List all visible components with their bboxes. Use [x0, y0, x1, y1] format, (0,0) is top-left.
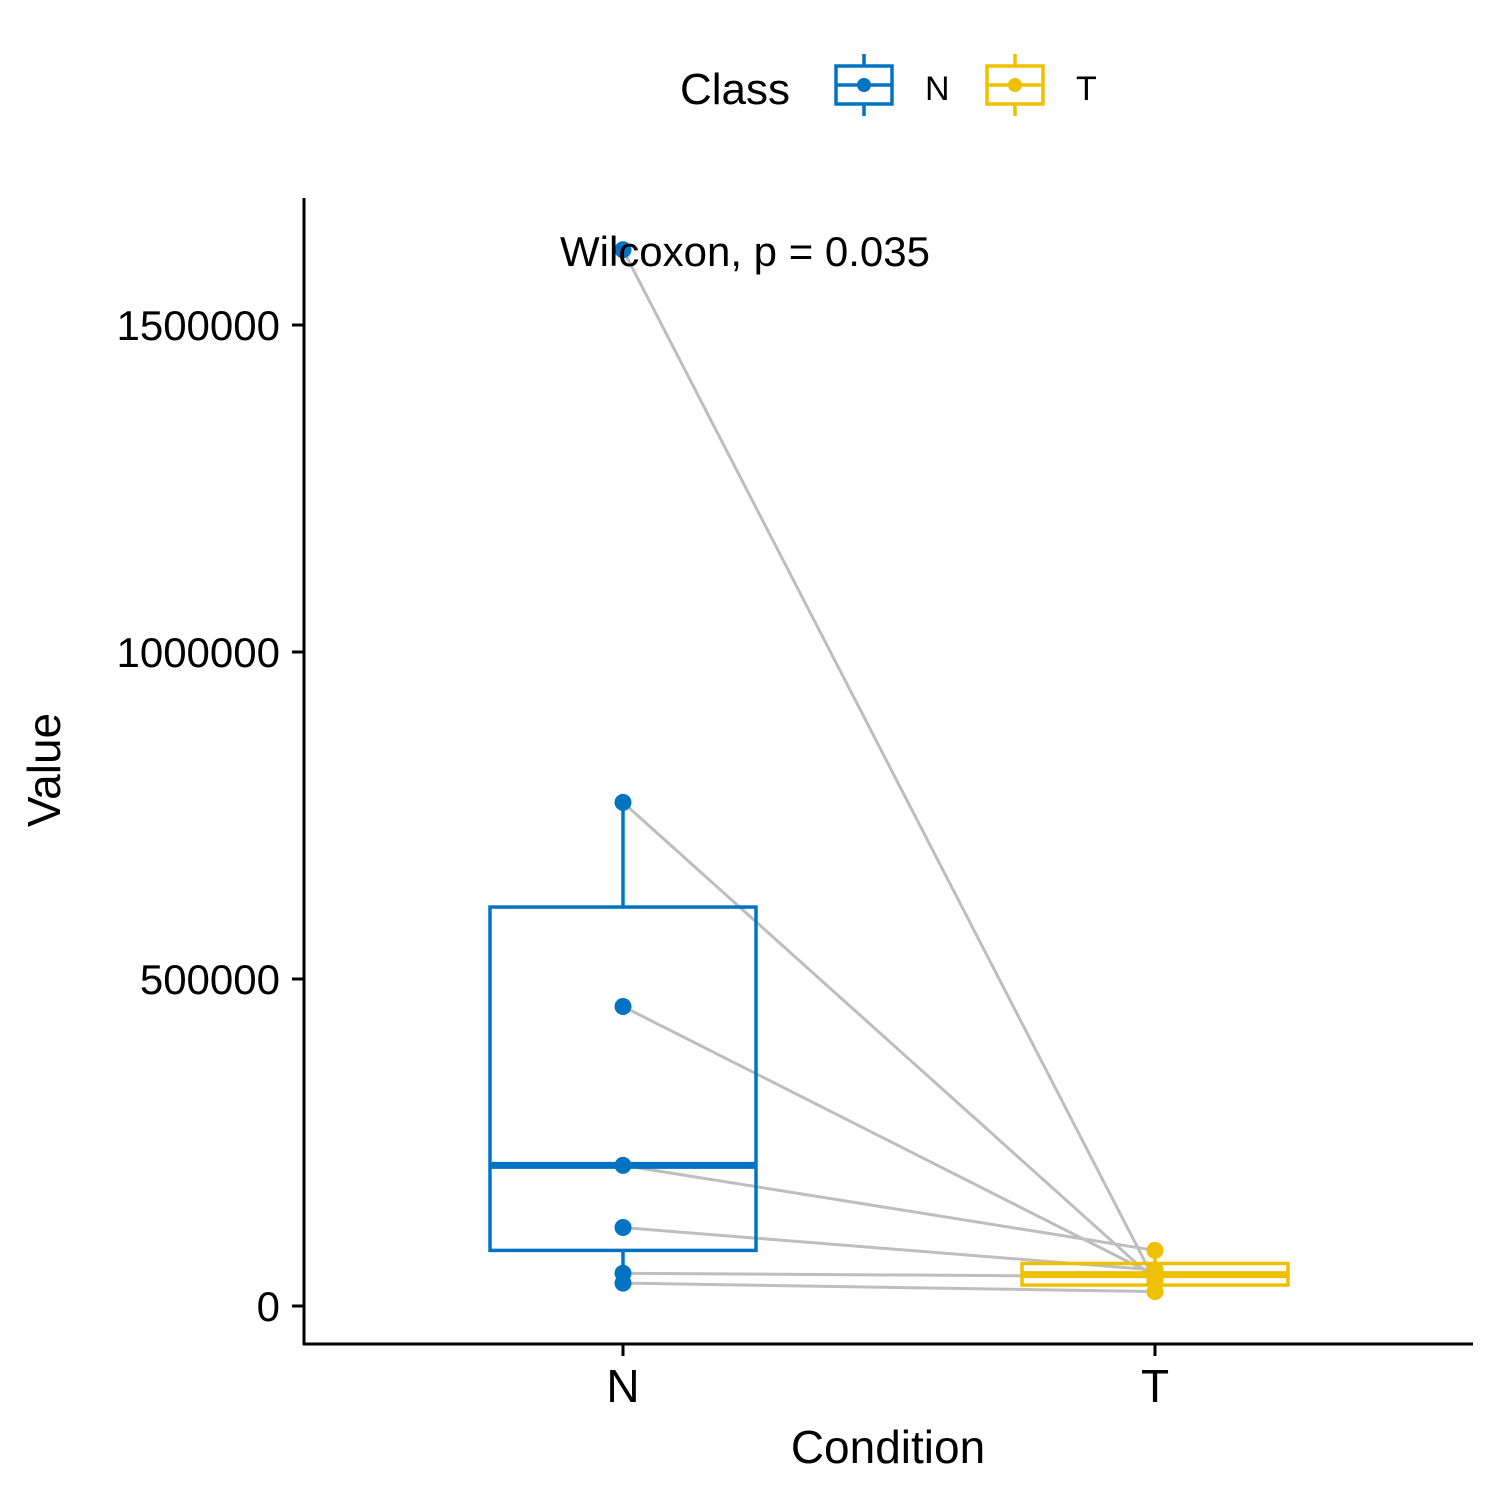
- point-n: [614, 1274, 632, 1292]
- point-n: [614, 1156, 632, 1174]
- x-axis-title: Condition: [791, 1421, 985, 1473]
- x-tick-label: T: [1141, 1360, 1169, 1412]
- legend-key-n: [834, 54, 894, 116]
- point-n: [614, 997, 632, 1015]
- point-n: [614, 793, 632, 811]
- y-tick-label: 500000: [140, 956, 280, 1003]
- point-n: [614, 241, 632, 259]
- boxes: [488, 802, 1290, 1293]
- legend: Class N T: [680, 54, 1097, 116]
- pair-lines: [621, 249, 1157, 1294]
- wilcoxon-annotation: Wilcoxon, p = 0.035: [560, 228, 930, 275]
- legend-key-t: [985, 54, 1045, 116]
- y-axis-title: Value: [18, 713, 70, 827]
- legend-label-n: N: [925, 70, 950, 108]
- y-tick-label: 1500000: [116, 302, 280, 349]
- box-iqr: [488, 905, 758, 1253]
- x-tick-label: N: [606, 1360, 639, 1412]
- legend-title: Class: [680, 65, 790, 114]
- y-tick-label: 0: [257, 1283, 280, 1330]
- data-points: [614, 241, 1164, 1301]
- legend-key-point: [857, 78, 871, 92]
- pair-line: [621, 249, 1157, 1282]
- point-t: [1146, 1283, 1164, 1301]
- point-t: [1146, 1241, 1164, 1259]
- y-tick-label: 1000000: [116, 629, 280, 676]
- legend-label-t: T: [1076, 70, 1097, 108]
- pair-line: [622, 1163, 1156, 1252]
- point-n: [614, 1219, 632, 1237]
- pair-line: [621, 801, 1157, 1281]
- y-ticks: 0 500000 1000000 1500000: [116, 302, 304, 1330]
- pair-line: [622, 1005, 1156, 1277]
- boxplot-n: [488, 802, 758, 1285]
- pair-line: [622, 1281, 1156, 1294]
- legend-key-point: [1008, 78, 1022, 92]
- point-t: [1146, 1268, 1164, 1286]
